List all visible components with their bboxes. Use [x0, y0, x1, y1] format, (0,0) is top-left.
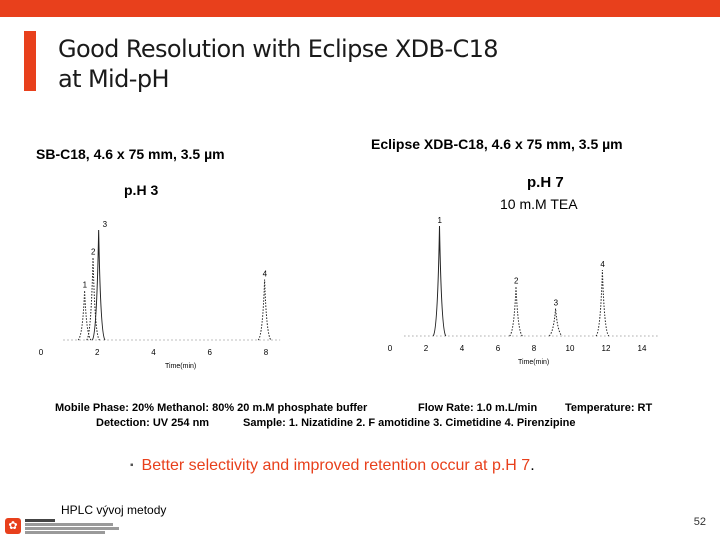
peak-1	[432, 225, 447, 337]
peak-label-3: 3	[554, 299, 559, 308]
top-accent-bar	[0, 0, 720, 17]
right-column-label: Eclipse XDB-C18, 4.6 x 75 mm, 3.5 µm	[371, 136, 623, 152]
faculty-logo-text	[25, 519, 145, 535]
peak-label-4: 4	[600, 260, 605, 269]
peak-4	[257, 279, 272, 341]
peak-2	[86, 257, 100, 341]
x-tick-label: 2	[95, 348, 100, 357]
footer-text: HPLC vývoj metody	[61, 503, 167, 517]
left-column-label: SB-C18, 4.6 x 75 mm, 3.5 µm	[36, 146, 225, 162]
x-tick-label: 4	[460, 344, 465, 353]
peak-3	[548, 308, 563, 337]
peak-2	[509, 286, 523, 337]
peak-label-2: 2	[91, 248, 96, 257]
right-ph-label: p.H 7	[527, 174, 564, 191]
x-tick-label: 2	[424, 344, 429, 353]
peak-label-3: 3	[103, 220, 108, 229]
left-ph-label: p.H 3	[124, 182, 159, 198]
slide-title-line-2: at Mid-pH	[58, 65, 170, 93]
page-number: 52	[693, 516, 706, 528]
x-tick-label: 12	[602, 344, 611, 353]
x-axis-label: Time(min)	[518, 359, 549, 366]
bullet-text: Better selectivity and improved retentio…	[141, 457, 531, 474]
peak-label-2: 2	[514, 277, 519, 286]
x-axis-label: Time(min)	[165, 363, 196, 370]
slide-title-line-1: Good Resolution with Eclipse XDB-C18	[58, 35, 499, 63]
title-accent-mark	[24, 31, 36, 91]
peak-1	[77, 290, 92, 341]
chromatogram-ph3: 1 2 3 4 0 2 4 6 8 Time(min)	[39, 220, 281, 370]
x-tick-label: 6	[496, 344, 501, 353]
bullet-icon: ▪	[130, 460, 134, 471]
flow-rate-text: Flow Rate: 1.0 m.L/min	[418, 402, 538, 414]
right-buffer-label: 10 m.M TEA	[500, 196, 578, 212]
faculty-logo-icon: ✿	[5, 518, 21, 534]
mobile-phase-text: Mobile Phase: 20% Methanol: 80% 20 m.M p…	[55, 402, 368, 414]
x-tick-label: 4	[151, 348, 156, 357]
x-tick-label: 0	[39, 348, 44, 357]
x-tick-label: 8	[264, 348, 269, 357]
peak-label-4: 4	[263, 270, 268, 279]
peak-label-1: 1	[83, 281, 88, 290]
bullet-point: ▪ Better selectivity and improved retenti…	[130, 457, 535, 475]
x-tick-label: 10	[566, 344, 575, 353]
x-tick-label: 8	[532, 344, 537, 353]
x-tick-label: 0	[388, 344, 393, 353]
sample-text: Sample: 1. Nizatidine 2. F amotidine 3. …	[243, 417, 576, 429]
detection-text: Detection: UV 254 nm	[96, 417, 210, 429]
peak-label-1: 1	[438, 216, 443, 225]
x-tick-label: 14	[638, 344, 647, 353]
temperature-text: Temperature: RT	[565, 402, 653, 414]
bullet-suffix: .	[530, 457, 535, 474]
peak-4	[595, 269, 610, 337]
x-tick-label: 6	[208, 348, 213, 357]
slide-title: Good Resolution with Eclipse XDB-C18 at …	[58, 34, 499, 94]
peak-3	[91, 229, 106, 341]
